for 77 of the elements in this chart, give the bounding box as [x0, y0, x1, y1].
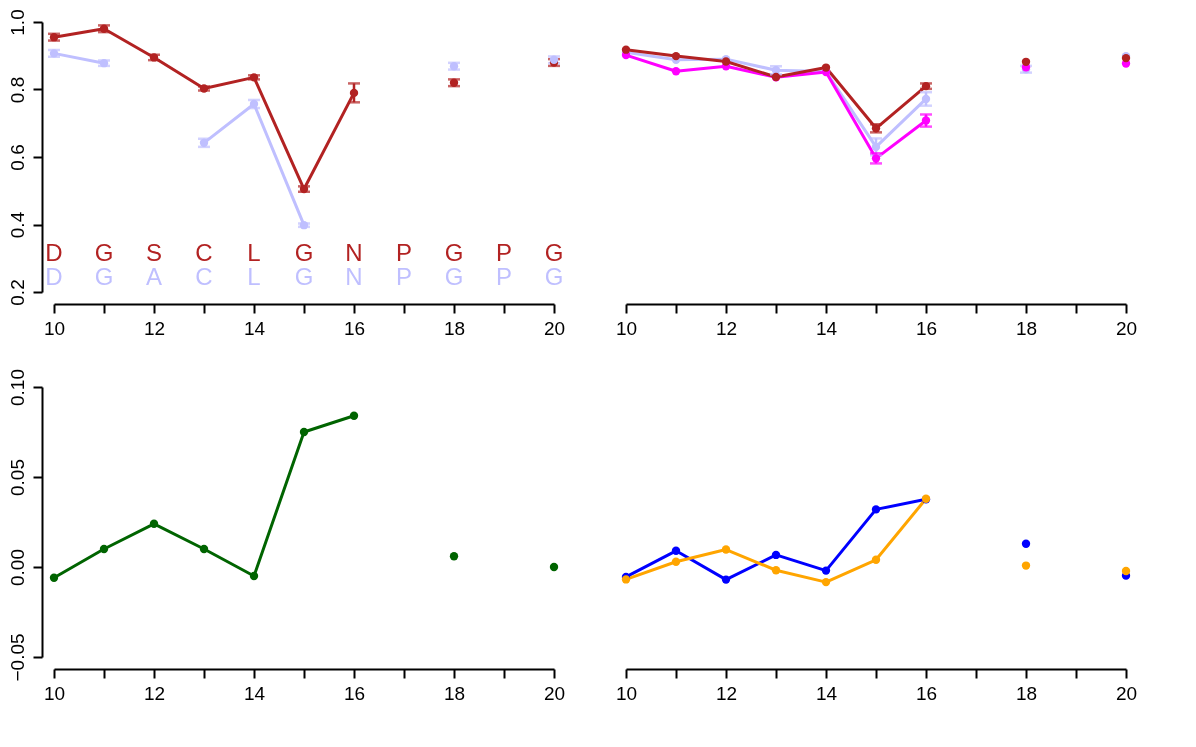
y-tick-label: 0.2 [6, 279, 28, 306]
point [771, 566, 781, 575]
x-tick-label: 16 [915, 317, 938, 339]
x-tick-label: 20 [543, 317, 566, 339]
x-tick-label: 16 [915, 682, 938, 704]
annotation: P [495, 263, 513, 290]
point [349, 411, 359, 420]
x-tick-label: 14 [815, 317, 838, 339]
y-tick-label: 0.4 [6, 211, 28, 239]
x-tick-label: 18 [443, 682, 466, 704]
annotation: G [444, 239, 464, 266]
point [199, 544, 209, 554]
point [671, 67, 681, 76]
point [771, 550, 781, 560]
x-tick-label: 18 [443, 317, 466, 339]
point [349, 88, 359, 98]
x-tick-label: 14 [243, 317, 266, 339]
annotation: G [544, 263, 564, 290]
y-tick-label: 0.10 [6, 369, 28, 406]
x-tick-label: 12 [715, 682, 738, 704]
annotation: L [247, 263, 261, 290]
point [299, 427, 309, 437]
y-tick-label: −0.05 [6, 633, 28, 682]
point [871, 505, 881, 514]
annotation: P [395, 263, 413, 290]
x-tick-label: 16 [343, 317, 366, 339]
point [821, 566, 831, 575]
point [149, 519, 159, 528]
point [871, 555, 881, 564]
x-tick-label: 20 [543, 682, 566, 704]
annotation: G [294, 263, 314, 290]
annotation: A [145, 263, 163, 290]
annotation: L [247, 239, 261, 266]
x-tick-label: 12 [143, 317, 166, 339]
annotation: P [395, 239, 413, 266]
x-tick-label: 10 [615, 682, 638, 704]
point [821, 63, 831, 72]
point [49, 573, 59, 582]
x-tick-label: 10 [43, 682, 66, 704]
x-tick-label: 10 [615, 317, 638, 339]
y-tick-label: 0.05 [6, 459, 28, 496]
x-tick-label: 18 [1015, 317, 1038, 339]
x-tick-label: 12 [143, 682, 166, 704]
x-tick-label: 20 [1115, 682, 1138, 704]
annotation: G [544, 239, 564, 266]
x-tick-label: 20 [1115, 317, 1138, 339]
y-tick-label: 1.0 [6, 9, 28, 36]
point [671, 557, 681, 566]
y-tick-label: 0.6 [6, 144, 28, 171]
x-tick-label: 16 [343, 682, 366, 704]
x-tick-label: 18 [1015, 682, 1038, 704]
x-tick-label: 14 [243, 682, 266, 704]
annotation: G [294, 239, 314, 266]
y-tick-label: 0.8 [6, 76, 28, 104]
annotation: C [195, 263, 213, 290]
annotation: N [345, 239, 363, 266]
annotation: S [145, 239, 163, 266]
annotation: P [495, 239, 513, 266]
annotation: G [444, 263, 464, 290]
annotation: D [45, 239, 63, 266]
x-tick-label: 14 [815, 682, 838, 704]
point [671, 546, 681, 555]
annotation: G [94, 239, 114, 266]
y-tick-label: 0.00 [6, 549, 28, 586]
point [821, 577, 831, 587]
point [721, 545, 731, 554]
point [671, 51, 681, 61]
point [721, 575, 731, 584]
annotation: C [195, 239, 213, 266]
x-tick-label: 12 [715, 317, 738, 339]
point [871, 142, 881, 152]
annotation: D [45, 263, 63, 290]
annotation: G [94, 263, 114, 290]
point [249, 571, 259, 581]
point [99, 544, 109, 554]
annotation: N [345, 263, 363, 290]
x-tick-label: 10 [43, 317, 66, 339]
